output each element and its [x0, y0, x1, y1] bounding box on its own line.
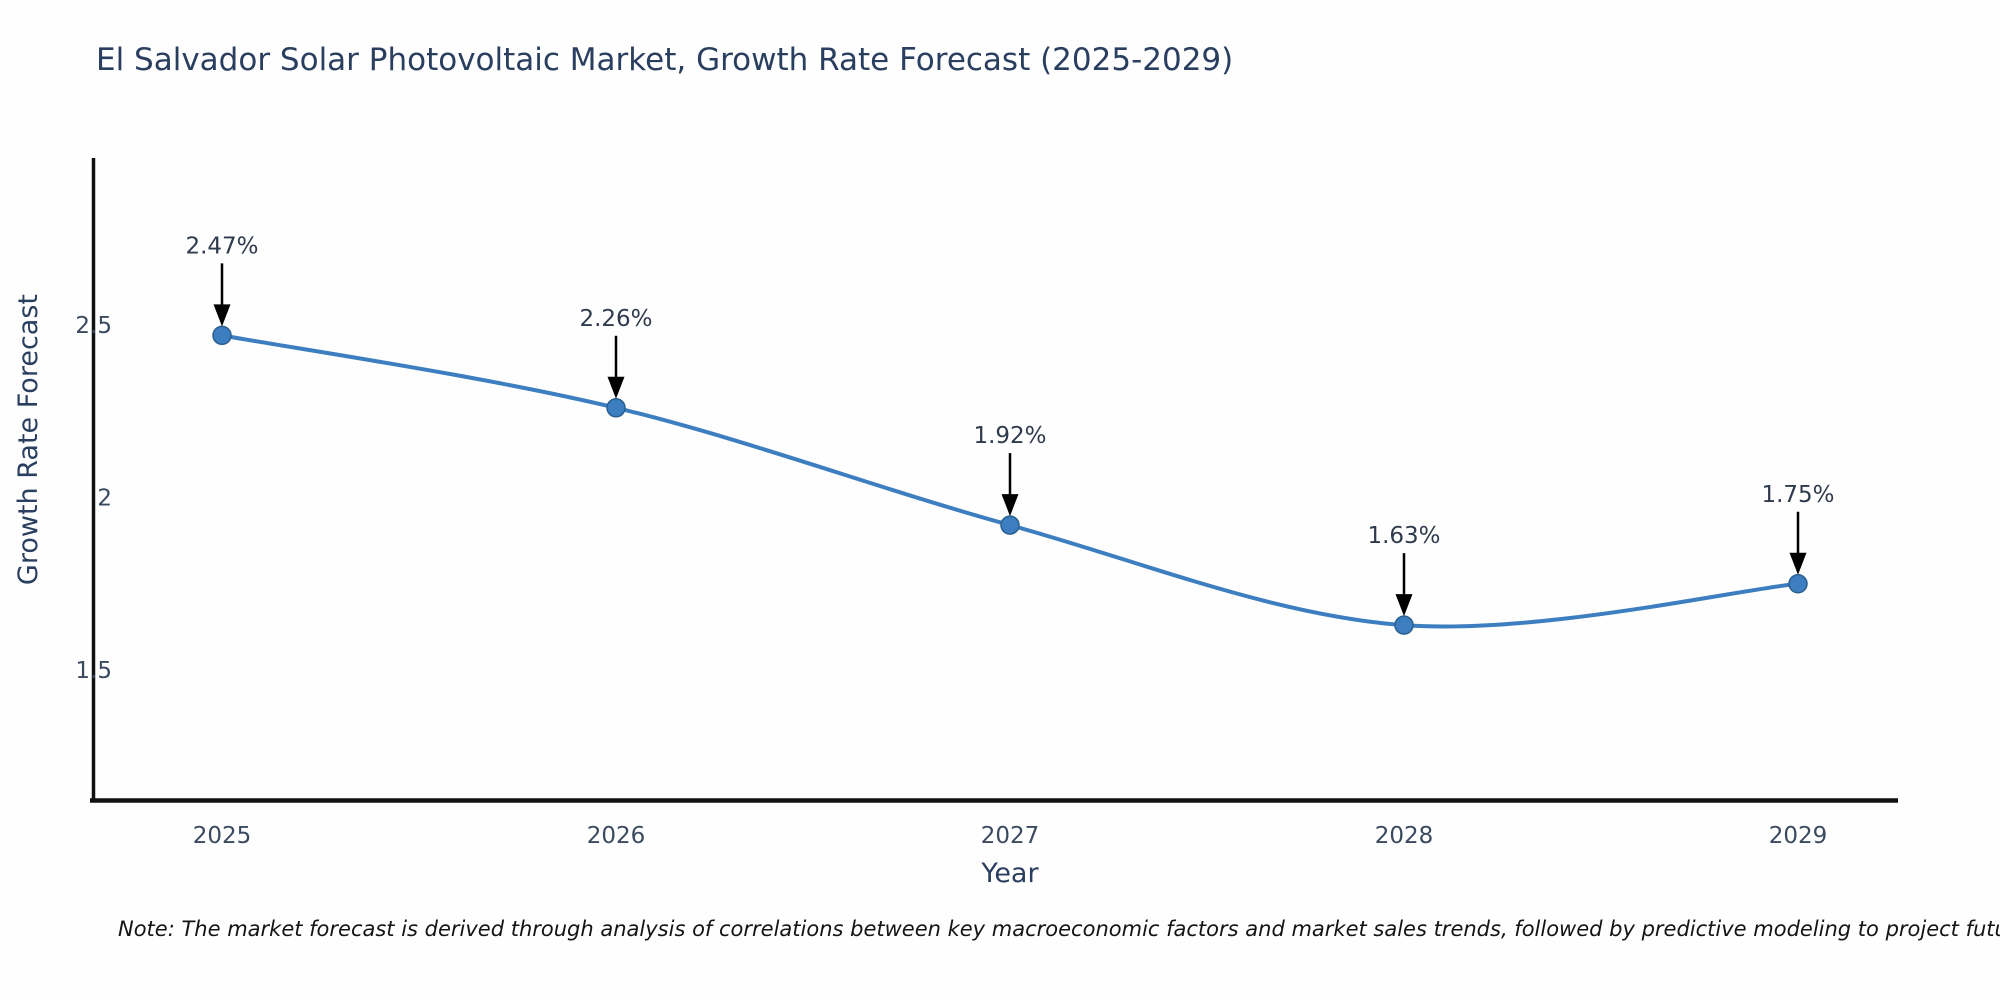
- chart-title: El Salvador Solar Photovoltaic Market, G…: [96, 42, 1234, 78]
- annotation-arrow-head: [607, 376, 625, 399]
- data-point-2027: [1000, 515, 1020, 535]
- x-tick-label-2029: 2029: [1769, 823, 1828, 849]
- annotation-arrow-head: [213, 304, 231, 327]
- annotation-label-2026: 2.26%: [579, 306, 652, 332]
- x-tick-label-2027: 2027: [981, 823, 1040, 849]
- annotation-arrow-head: [1001, 494, 1019, 517]
- annotation-arrow-head: [1789, 552, 1807, 575]
- annotation-label-2025: 2.47%: [185, 233, 258, 259]
- tick-labels-group: 2025 2026 2027 2028 2029 2.5 2 1.5: [75, 313, 1827, 849]
- annotation-arrow-head: [1395, 594, 1413, 617]
- annotations-group: 2.47% 2.26% 1.92% 1.63% 1.75%: [185, 233, 1835, 617]
- x-tick-label-2025: 2025: [193, 823, 252, 849]
- y-tick-label-1.5: 1.5: [75, 658, 112, 684]
- footnote: Note: The market forecast is derived thr…: [118, 917, 2000, 941]
- annotation-label-2029: 1.75%: [1761, 482, 1834, 508]
- x-axis-title: Year: [981, 858, 1039, 889]
- y-tick-label-2: 2: [97, 486, 112, 512]
- data-point-2026: [606, 398, 626, 418]
- data-point-2025: [212, 325, 232, 346]
- data-point-2028: [1394, 615, 1414, 635]
- x-tick-label-2026: 2026: [587, 823, 646, 849]
- data-point-2029: [1788, 574, 1808, 594]
- y-tick-label-2.5: 2.5: [75, 313, 112, 339]
- x-tick-label-2028: 2028: [1375, 823, 1434, 849]
- annotation-label-2027: 1.92%: [973, 423, 1046, 449]
- annotation-label-2028: 1.63%: [1367, 523, 1440, 549]
